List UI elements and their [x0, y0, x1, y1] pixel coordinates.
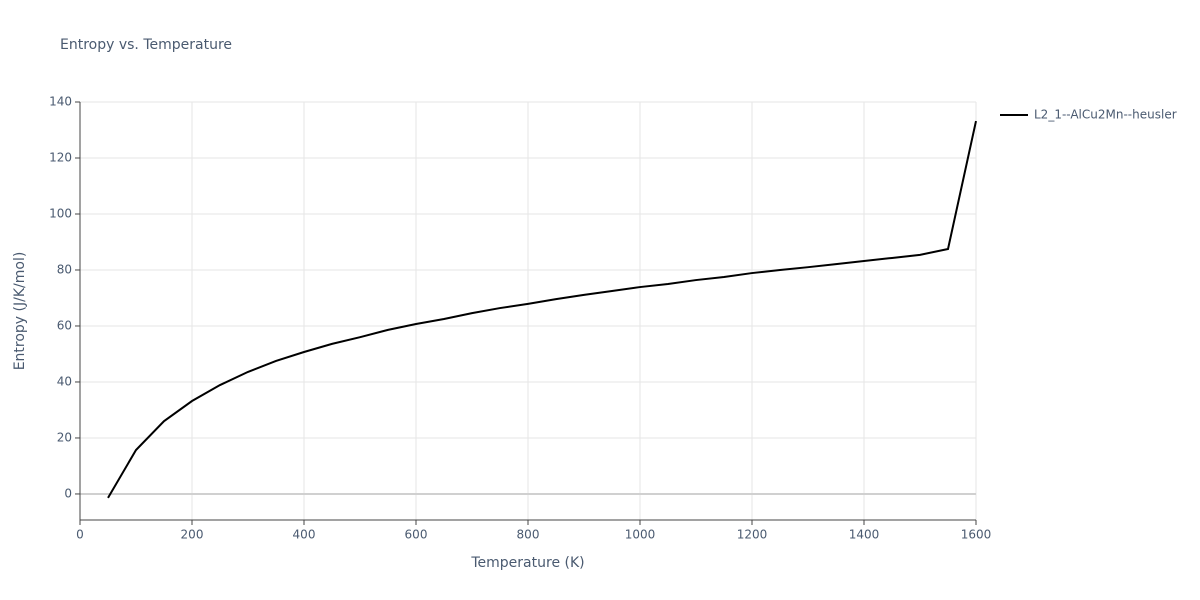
- x-tick-label: 800: [517, 528, 540, 542]
- y-tick-label: 40: [57, 374, 72, 388]
- legend-label: L2_1--AlCu2Mn--heusler: [1034, 108, 1177, 122]
- x-tick-label: 1600: [961, 528, 992, 542]
- x-tick-label: 1000: [625, 528, 656, 542]
- y-tick-label: 120: [49, 150, 72, 164]
- y-tick-label: 0: [64, 486, 72, 500]
- y-tick-label: 140: [49, 95, 72, 109]
- x-tick-label: 1200: [737, 528, 768, 542]
- y-tick-label: 60: [57, 318, 72, 332]
- x-tick-label: 1400: [849, 528, 880, 542]
- data-line: [107, 120, 977, 499]
- x-tick-label: 0: [76, 528, 84, 542]
- y-tick-label: 80: [57, 262, 72, 276]
- y-axis-title: Entropy (J/K/mol): [12, 252, 28, 371]
- x-axis-title: Temperature (K): [470, 555, 584, 571]
- y-tick-label: 20: [57, 430, 72, 444]
- chart-title: Entropy vs. Temperature: [60, 37, 232, 53]
- y-tick-label: 100: [49, 206, 72, 220]
- x-tick-label: 400: [293, 528, 316, 542]
- x-tick-label: 600: [405, 528, 428, 542]
- x-tick-label: 200: [181, 528, 204, 542]
